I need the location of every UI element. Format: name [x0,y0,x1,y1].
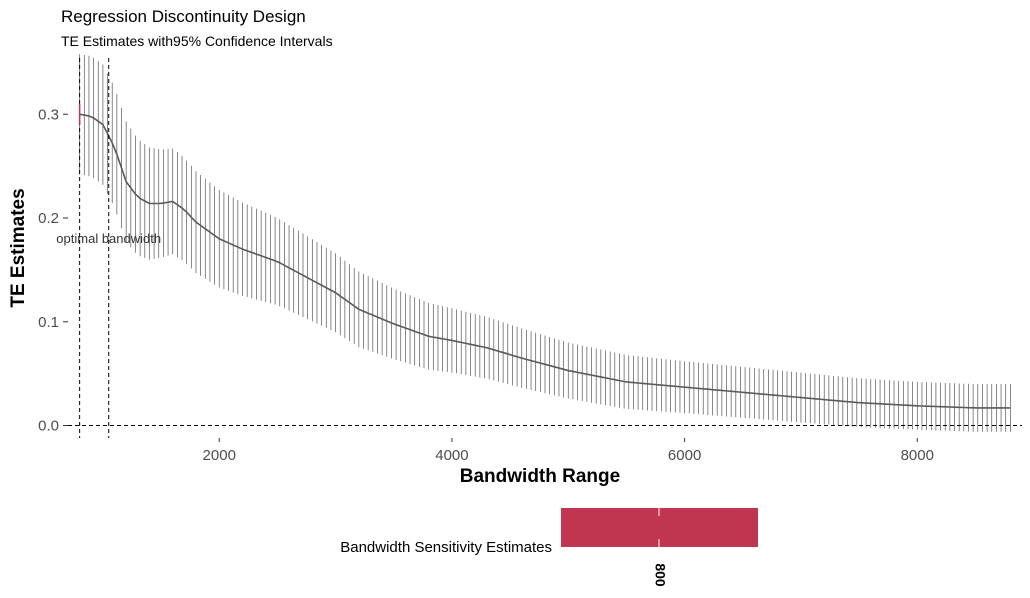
chart-subtitle: TE Estimates with95% Confidence Interval… [61,33,333,49]
x-axis: 2000 4000 6000 8000 [203,438,934,464]
y-tick-label: 0.0 [38,418,59,435]
estimate-line [79,113,1011,409]
legend: Bandwidth Sensitivity Estimates 800 [340,508,758,587]
reference-lines [68,58,1022,438]
x-tick-label: 2000 [203,447,236,464]
x-tick-label: 8000 [901,447,934,464]
legend-label: 800 [652,563,668,587]
chart-title: Regression Discontinuity Design [61,7,306,26]
y-axis-title: TE Estimates [8,188,29,307]
x-tick-label: 6000 [668,447,701,464]
legend-title: Bandwidth Sensitivity Estimates [340,539,552,556]
x-tick-label: 4000 [435,447,468,464]
error-bars [79,54,1011,432]
y-tick-label: 0.2 [38,210,59,227]
x-axis-title: Bandwidth Range [460,466,620,487]
optimal-bandwidth-annotation: optimal bandwidth [56,231,161,246]
y-tick-label: 0.1 [38,314,59,331]
y-axis: 0.0 0.1 0.2 0.3 [38,106,68,435]
y-tick-label: 0.3 [38,106,59,123]
